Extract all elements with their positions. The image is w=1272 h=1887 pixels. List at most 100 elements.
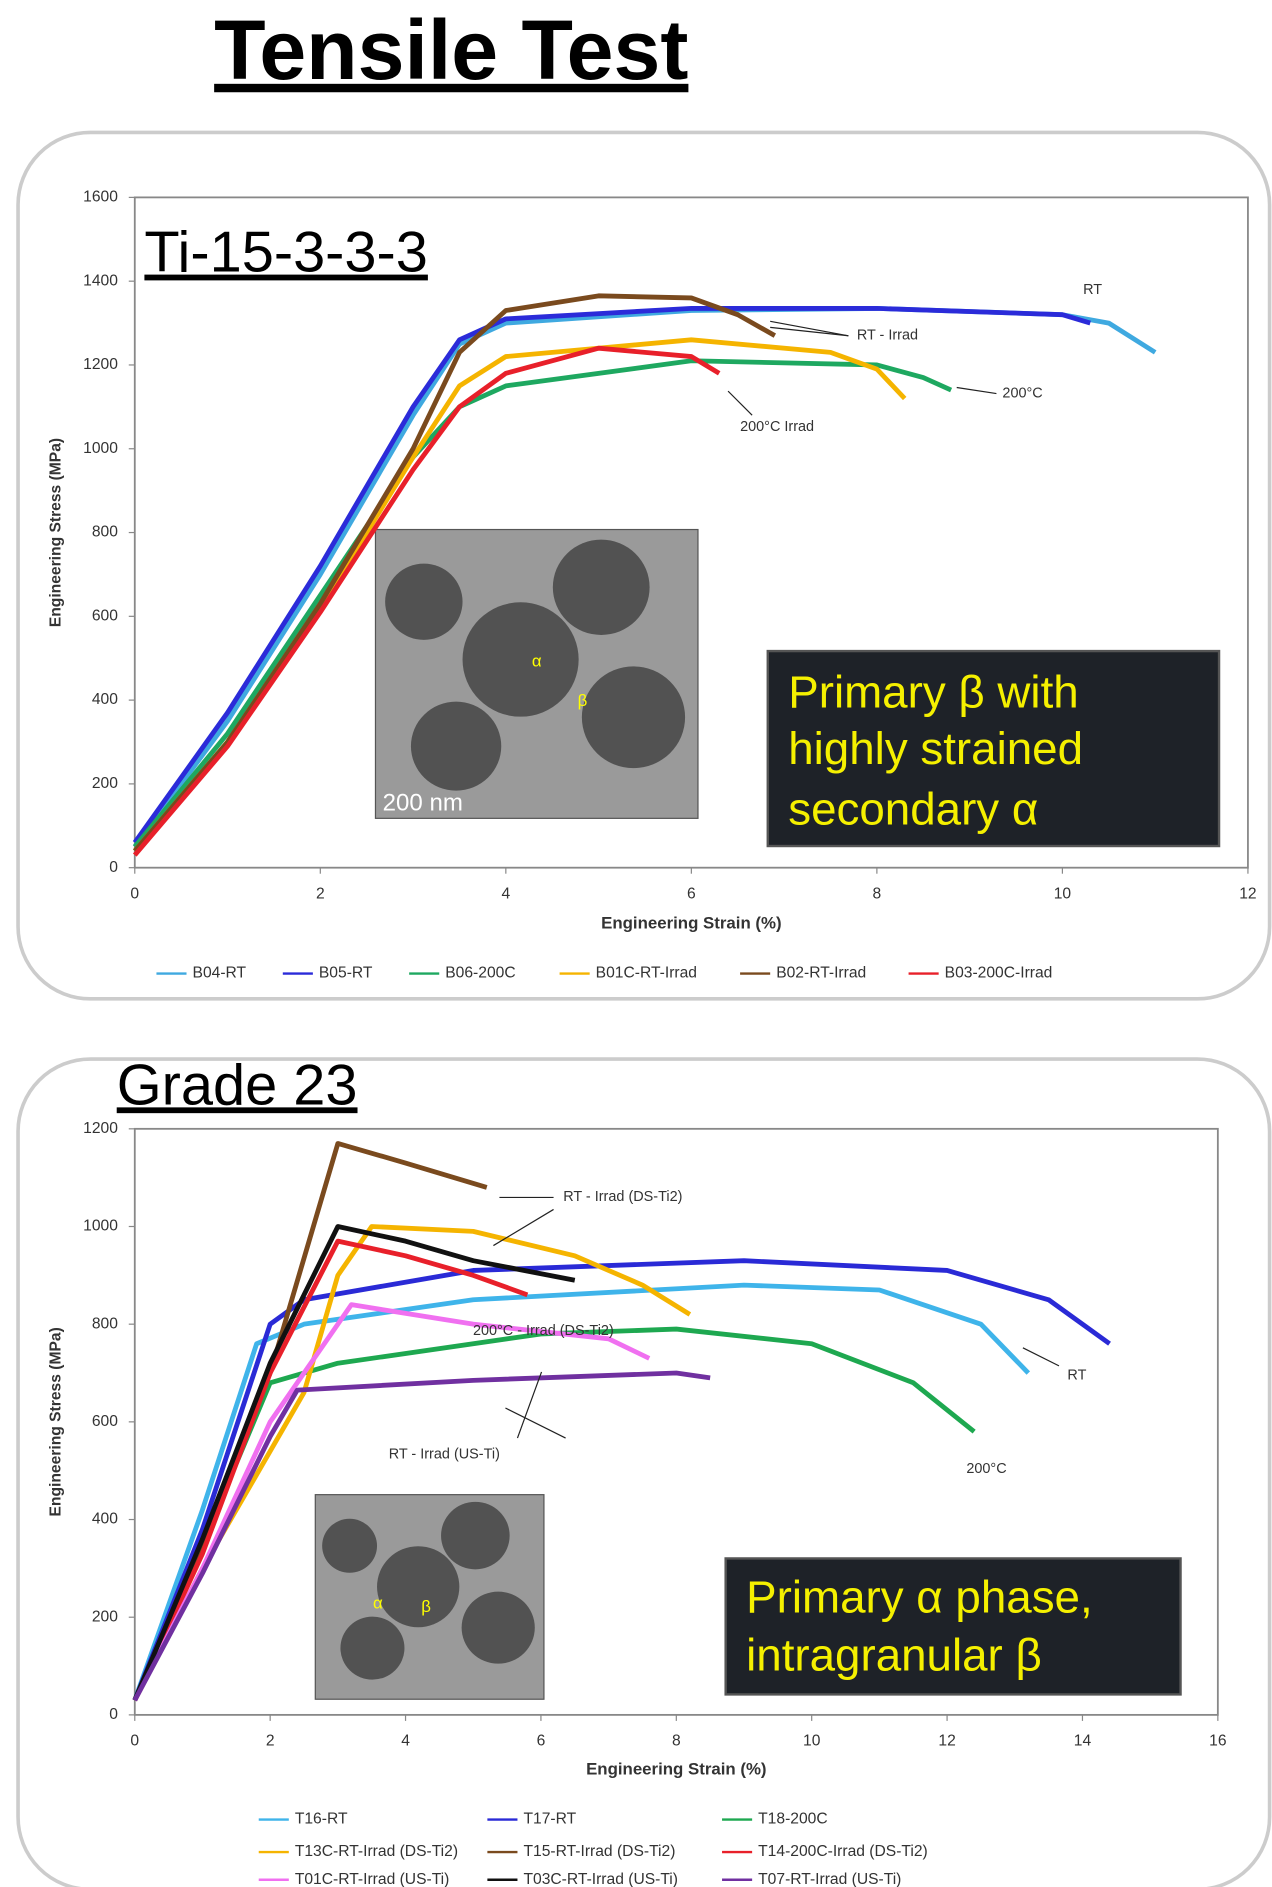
arrow bbox=[505, 1407, 566, 1439]
annotation: 200°C bbox=[966, 1461, 1006, 1477]
y-tick-label: 1400 bbox=[83, 272, 118, 289]
annotation: RT - Irrad (DS-Ti2) bbox=[563, 1189, 682, 1205]
slide-title: Tensile Test bbox=[214, 3, 688, 97]
arrow bbox=[493, 1208, 554, 1247]
annotation: RT bbox=[1083, 282, 1102, 298]
y-tick-label: 800 bbox=[92, 524, 118, 541]
x-tick-label: 8 bbox=[672, 1732, 681, 1749]
arrow bbox=[1022, 1347, 1060, 1367]
image-label: α bbox=[373, 1594, 383, 1613]
y-tick-label: 200 bbox=[92, 1608, 118, 1625]
grain bbox=[581, 666, 686, 769]
arrow bbox=[770, 326, 849, 337]
series-line bbox=[132, 1282, 1031, 1702]
x-tick-label: 14 bbox=[1074, 1732, 1092, 1749]
series-line bbox=[132, 345, 721, 857]
arrow bbox=[770, 320, 849, 337]
y-axis-label: Engineering Stress (MPa) bbox=[48, 1327, 65, 1516]
series-line bbox=[132, 358, 953, 849]
image-label: β bbox=[421, 1597, 431, 1616]
y-tick-label: 800 bbox=[92, 1315, 118, 1332]
annotation: 200°C bbox=[1002, 385, 1042, 401]
y-tick-label: 1000 bbox=[83, 1218, 118, 1235]
x-tick-label: 0 bbox=[130, 1732, 139, 1749]
y-tick-label: 0 bbox=[109, 1706, 118, 1723]
legend-label: T17-RT bbox=[523, 1811, 576, 1828]
series-line bbox=[132, 1258, 1111, 1702]
y-tick-label: 400 bbox=[92, 691, 118, 708]
arrow bbox=[727, 390, 753, 416]
chart-title: Grade 23 bbox=[117, 1053, 358, 1117]
inset-text: highly strained bbox=[788, 723, 1083, 774]
y-axis-label: Engineering Stress (MPa) bbox=[48, 438, 65, 627]
inset-box bbox=[766, 649, 1221, 848]
x-tick-label: 10 bbox=[803, 1732, 821, 1749]
y-tick-label: 0 bbox=[109, 859, 118, 876]
legend-label: T13C-RT-Irrad (DS-Ti2) bbox=[295, 1843, 458, 1860]
y-tick-label: 1200 bbox=[83, 1120, 118, 1137]
series-line bbox=[132, 1224, 576, 1702]
x-tick-label: 12 bbox=[938, 1732, 955, 1749]
x-tick-label: 4 bbox=[501, 885, 510, 902]
legend-label: T03C-RT-Irrad (US-Ti) bbox=[523, 1871, 678, 1887]
grain bbox=[461, 1591, 535, 1664]
series-line bbox=[132, 1370, 711, 1702]
grain bbox=[410, 701, 502, 791]
legend-label: T15-RT-Irrad (DS-Ti2) bbox=[523, 1843, 675, 1860]
x-tick-label: 6 bbox=[687, 885, 696, 902]
x-tick-label: 2 bbox=[316, 885, 325, 902]
inset-text: secondary α bbox=[788, 783, 1038, 834]
annotation: RT bbox=[1067, 1367, 1086, 1383]
annotation: 200°C Irrad bbox=[740, 419, 814, 435]
legend-label: B05-RT bbox=[319, 965, 373, 982]
grain bbox=[385, 563, 463, 640]
annotation: 200°C - Irrad (DS-Ti2) bbox=[473, 1323, 614, 1339]
legend-label: B02-RT-Irrad bbox=[776, 965, 866, 982]
legend-label: T01C-RT-Irrad (US-Ti) bbox=[295, 1871, 450, 1887]
series-line bbox=[132, 1238, 529, 1702]
series-line bbox=[132, 293, 777, 853]
y-tick-label: 1000 bbox=[83, 440, 118, 457]
image-label: β bbox=[578, 691, 588, 710]
x-tick-label: 6 bbox=[537, 1732, 546, 1749]
x-axis-label: Engineering Strain (%) bbox=[586, 1760, 766, 1779]
x-tick-label: 4 bbox=[401, 1732, 410, 1749]
image-label: 200 nm bbox=[383, 789, 463, 816]
grain bbox=[441, 1501, 510, 1570]
legend-label: T16-RT bbox=[295, 1811, 348, 1828]
annotation: RT - Irrad (US-Ti) bbox=[389, 1447, 500, 1463]
y-tick-label: 600 bbox=[92, 607, 118, 624]
inset-text: intragranular β bbox=[746, 1629, 1042, 1680]
y-tick-label: 400 bbox=[92, 1511, 118, 1528]
inset-text: Primary β with bbox=[788, 667, 1078, 718]
image-label: α bbox=[532, 651, 542, 670]
x-tick-label: 16 bbox=[1209, 1732, 1226, 1749]
legend-label: B01C-RT-Irrad bbox=[596, 965, 697, 982]
grain bbox=[340, 1616, 405, 1680]
legend-label: T18-200C bbox=[758, 1811, 827, 1828]
x-axis-label: Engineering Strain (%) bbox=[601, 914, 781, 933]
legend-label: B06-200C bbox=[445, 965, 515, 982]
arrow bbox=[516, 1371, 543, 1439]
x-tick-label: 0 bbox=[130, 885, 139, 902]
legend-label: T14-200C-Irrad (DS-Ti2) bbox=[758, 1843, 928, 1860]
inset-box bbox=[724, 1557, 1182, 1696]
inset-text: Primary α phase, bbox=[746, 1572, 1093, 1623]
y-tick-label: 600 bbox=[92, 1413, 118, 1430]
grain bbox=[462, 602, 579, 717]
legend-label: T07-RT-Irrad (US-Ti) bbox=[758, 1871, 901, 1887]
grain bbox=[552, 539, 650, 635]
x-tick-label: 10 bbox=[1054, 885, 1072, 902]
arrow bbox=[956, 386, 997, 395]
x-tick-label: 2 bbox=[266, 1732, 275, 1749]
y-tick-label: 1600 bbox=[83, 189, 118, 206]
x-tick-label: 12 bbox=[1239, 885, 1256, 902]
y-tick-label: 200 bbox=[92, 775, 118, 792]
grain bbox=[377, 1546, 460, 1628]
legend-label: B03-200C-Irrad bbox=[945, 965, 1053, 982]
grain bbox=[322, 1518, 378, 1573]
legend-label: B04-RT bbox=[193, 965, 247, 982]
chart-title: Ti-15-3-3-3 bbox=[144, 221, 427, 285]
x-tick-label: 8 bbox=[873, 885, 882, 902]
